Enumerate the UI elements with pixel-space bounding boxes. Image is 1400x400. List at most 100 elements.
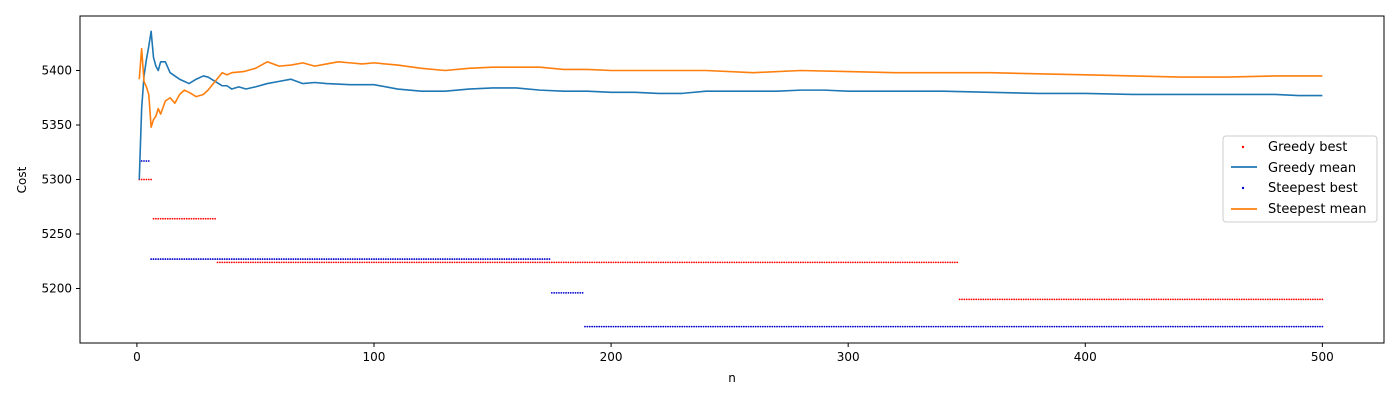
data-point-steepest-best bbox=[714, 325, 717, 328]
data-point-steepest-best bbox=[1100, 325, 1103, 328]
data-point-greedy-best bbox=[373, 261, 375, 264]
legend: Greedy best Greedy mean Steepest best St… bbox=[1222, 135, 1378, 223]
data-point-steepest-best bbox=[510, 258, 513, 260]
data-point-greedy-best bbox=[1143, 298, 1146, 301]
data-point-greedy-best bbox=[527, 261, 529, 264]
data-point-greedy-best bbox=[823, 261, 826, 264]
plot-frame bbox=[79, 15, 1385, 344]
data-point-greedy-best bbox=[707, 261, 710, 264]
data-point-greedy-best bbox=[166, 217, 169, 220]
data-point-steepest-best bbox=[595, 325, 598, 328]
data-point-greedy-best bbox=[268, 261, 271, 264]
data-point-steepest-best bbox=[252, 258, 254, 260]
data-point-greedy-best bbox=[607, 261, 610, 264]
data-point-greedy-best bbox=[555, 261, 558, 264]
data-point-steepest-best bbox=[617, 325, 620, 328]
data-point-steepest-best bbox=[683, 325, 686, 328]
data-point-steepest-best bbox=[1077, 325, 1080, 328]
data-point-steepest-best bbox=[1319, 325, 1321, 328]
data-point-steepest-best bbox=[361, 258, 364, 260]
data-point-steepest-best bbox=[970, 325, 973, 328]
data-point-steepest-best bbox=[844, 325, 847, 328]
data-point-greedy-best bbox=[1233, 298, 1236, 301]
data-point-greedy-best bbox=[897, 261, 899, 264]
data-point-greedy-best bbox=[565, 261, 567, 264]
data-point-greedy-best bbox=[541, 261, 544, 264]
data-point-greedy-best bbox=[835, 261, 838, 264]
data-point-greedy-best bbox=[467, 261, 470, 264]
data-point-steepest-best bbox=[275, 258, 278, 260]
data-point-steepest-best bbox=[638, 325, 641, 328]
data-point-steepest-best bbox=[373, 258, 375, 260]
data-point-greedy-best bbox=[261, 261, 264, 264]
data-point-steepest-best bbox=[427, 258, 430, 260]
data-point-greedy-best bbox=[1067, 298, 1070, 301]
data-point-steepest-best bbox=[1124, 325, 1127, 328]
data-point-steepest-best bbox=[1290, 325, 1293, 328]
data-point-greedy-best bbox=[925, 261, 928, 264]
data-point-greedy-best bbox=[1174, 298, 1177, 301]
data-point-steepest-best bbox=[913, 325, 916, 328]
series-line-greedy-mean bbox=[138, 30, 1323, 180]
data-point-greedy-best bbox=[1046, 298, 1049, 301]
data-point-steepest-best bbox=[209, 258, 212, 260]
data-point-steepest-best bbox=[183, 258, 186, 260]
data-point-steepest-best bbox=[1041, 325, 1044, 328]
data-point-greedy-best bbox=[659, 261, 662, 264]
data-point-greedy-best bbox=[1065, 298, 1068, 301]
data-point-steepest-best bbox=[873, 325, 876, 328]
data-point-greedy-best bbox=[999, 298, 1001, 301]
data-point-steepest-best bbox=[1193, 325, 1196, 328]
data-point-greedy-best bbox=[994, 298, 997, 301]
data-point-steepest-best bbox=[633, 325, 636, 328]
data-point-steepest-best bbox=[1110, 325, 1113, 328]
data-point-steepest-best bbox=[870, 325, 873, 328]
data-point-greedy-best bbox=[337, 261, 340, 264]
data-point-greedy-best bbox=[361, 261, 364, 264]
data-point-steepest-best bbox=[581, 291, 584, 294]
data-point-steepest-best bbox=[467, 258, 470, 260]
data-point-steepest-best bbox=[932, 325, 935, 328]
data-point-greedy-best bbox=[911, 261, 914, 264]
data-point-greedy-best bbox=[1231, 298, 1234, 301]
data-point-steepest-best bbox=[1015, 325, 1018, 328]
data-point-greedy-best bbox=[889, 261, 892, 264]
data-point-greedy-best bbox=[1157, 298, 1160, 301]
data-point-greedy-best bbox=[299, 261, 302, 264]
data-point-steepest-best bbox=[1236, 325, 1238, 328]
data-point-steepest-best bbox=[567, 291, 570, 294]
data-point-steepest-best bbox=[840, 325, 842, 328]
data-point-greedy-best bbox=[1108, 298, 1110, 301]
data-point-steepest-best bbox=[237, 258, 240, 260]
data-point-steepest-best bbox=[882, 325, 885, 328]
data-point-steepest-best bbox=[709, 325, 712, 328]
data-point-greedy-best bbox=[1167, 298, 1170, 301]
data-point-greedy-best bbox=[961, 298, 963, 301]
data-point-steepest-best bbox=[230, 258, 233, 260]
data-point-greedy-best bbox=[802, 261, 805, 264]
data-point-greedy-best bbox=[164, 217, 167, 220]
data-point-steepest-best bbox=[659, 325, 662, 328]
data-point-greedy-best bbox=[726, 261, 729, 264]
data-point-steepest-best bbox=[676, 325, 679, 328]
data-point-greedy-best bbox=[1086, 298, 1089, 301]
data-point-steepest-best bbox=[396, 258, 399, 260]
data-point-greedy-best bbox=[579, 261, 582, 264]
data-point-steepest-best bbox=[285, 258, 288, 260]
data-point-greedy-best bbox=[923, 261, 925, 264]
legend-label-greedy-best: Greedy best bbox=[1268, 140, 1347, 155]
data-point-greedy-best bbox=[674, 261, 676, 264]
data-point-steepest-best bbox=[809, 325, 812, 328]
data-point-greedy-best bbox=[342, 261, 345, 264]
data-point-greedy-best bbox=[866, 261, 869, 264]
data-point-greedy-best bbox=[368, 261, 371, 264]
data-point-steepest-best bbox=[477, 258, 480, 260]
data-point-steepest-best bbox=[1179, 325, 1181, 328]
data-point-greedy-best bbox=[899, 261, 902, 264]
data-point-greedy-best bbox=[394, 261, 397, 264]
data-point-steepest-best bbox=[384, 258, 387, 260]
data-point-steepest-best bbox=[1167, 325, 1170, 328]
data-point-steepest-best bbox=[1141, 325, 1144, 328]
data-point-steepest-best bbox=[1245, 325, 1248, 328]
x-tick-label: 100 bbox=[363, 350, 386, 364]
